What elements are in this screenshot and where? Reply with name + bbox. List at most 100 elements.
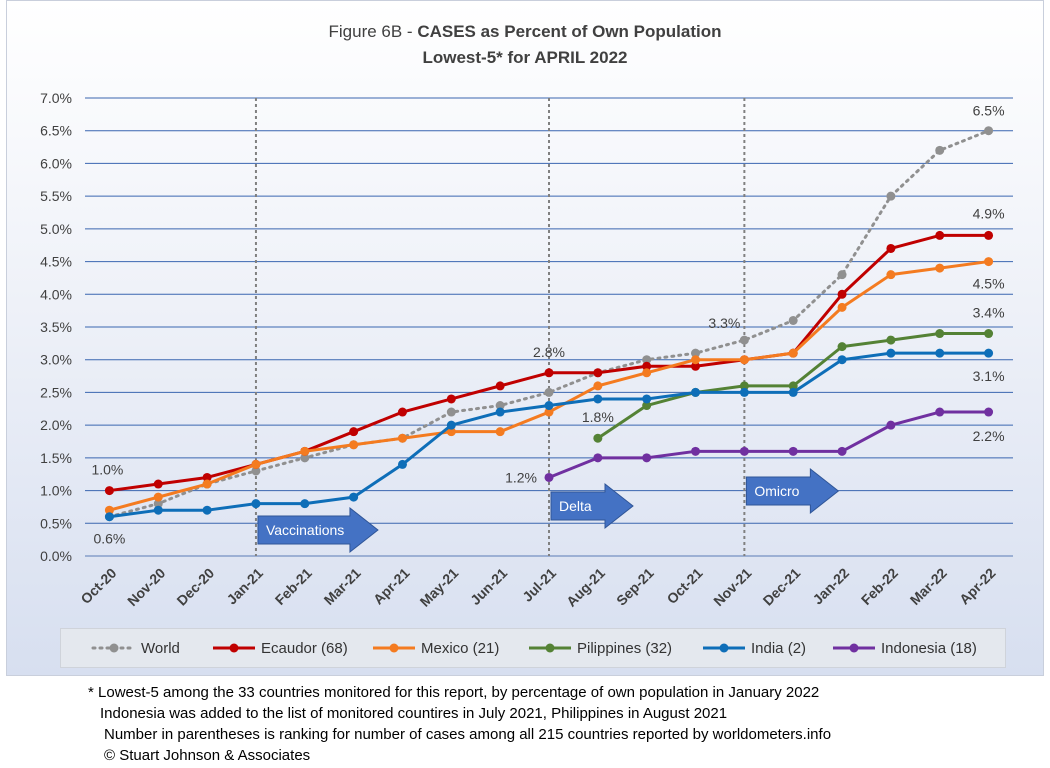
line-chart: 7.0% 6.5% 6.0% 5.5% 5.0% 4.5% 4.0% 3.5% 3.0% 2.5%… bbox=[40, 90, 1013, 610]
footnote-1: * Lowest-5 among the 33 countries monito… bbox=[88, 684, 820, 701]
y-tick-label: 3.0% bbox=[40, 352, 72, 368]
footnote-3: Number in parentheses is ranking for num… bbox=[104, 726, 832, 743]
data-point bbox=[739, 355, 749, 365]
x-tick-label: Apr-21 bbox=[370, 565, 413, 608]
event-arrow-label: Vaccinations bbox=[266, 522, 344, 538]
data-point bbox=[300, 446, 310, 456]
data-label: 2.8% bbox=[533, 344, 565, 360]
legend-swatch bbox=[373, 643, 415, 653]
data-point bbox=[886, 243, 896, 253]
data-point bbox=[446, 420, 456, 430]
data-point bbox=[300, 499, 310, 509]
data-point bbox=[739, 381, 749, 391]
data-point bbox=[446, 427, 456, 437]
data-point bbox=[984, 348, 994, 358]
legend-label: Indonesia (18) bbox=[881, 639, 977, 657]
event-arrow-label: Omicro bbox=[754, 483, 799, 499]
x-tick-label: May-21 bbox=[417, 565, 462, 610]
data-point bbox=[984, 257, 994, 267]
data-point bbox=[593, 368, 603, 378]
data-label: 0.6% bbox=[93, 531, 125, 547]
legend-label: Pilippines (32) bbox=[577, 639, 673, 657]
data-point bbox=[495, 407, 505, 417]
data-point bbox=[642, 453, 652, 463]
y-tick-label: 4.5% bbox=[40, 254, 72, 270]
data-point bbox=[837, 302, 847, 312]
data-point bbox=[837, 342, 847, 352]
data-point bbox=[446, 394, 456, 404]
data-point bbox=[642, 368, 652, 378]
data-point bbox=[495, 401, 505, 411]
x-tick-label: Nov-20 bbox=[124, 565, 168, 609]
data-point bbox=[837, 355, 847, 365]
footnote-2: Indonesia was added to the list of monit… bbox=[100, 705, 728, 722]
y-tick-label: 7.0% bbox=[40, 90, 72, 106]
x-tick-label: Nov-21 bbox=[710, 565, 754, 609]
x-tick-label: Jul-21 bbox=[519, 565, 559, 605]
data-point bbox=[691, 446, 701, 456]
data-point bbox=[153, 479, 163, 489]
data-point bbox=[886, 270, 896, 280]
footnote-4: © Stuart Johnson & Associates bbox=[104, 747, 311, 764]
legend: World Ecaudor (68) Mexico (21) Pilippines (… bbox=[60, 628, 1006, 668]
event-arrow-label: Delta bbox=[559, 498, 592, 514]
data-point bbox=[251, 459, 261, 469]
data-label: 1.2% bbox=[505, 469, 537, 485]
data-point bbox=[642, 355, 652, 365]
x-tick-label: Dec-20 bbox=[173, 565, 217, 609]
data-point bbox=[593, 453, 603, 463]
data-point bbox=[837, 289, 847, 299]
y-tick-label: 5.5% bbox=[40, 188, 72, 204]
data-point bbox=[739, 387, 749, 397]
data-label: 3.1% bbox=[973, 368, 1005, 384]
data-point bbox=[104, 512, 114, 522]
data-point bbox=[642, 361, 652, 371]
y-tick-label: 1.5% bbox=[40, 450, 72, 466]
data-point bbox=[886, 348, 896, 358]
data-point bbox=[642, 401, 652, 411]
x-tick-label: Oct-20 bbox=[77, 565, 119, 607]
data-point bbox=[153, 505, 163, 515]
data-point bbox=[593, 381, 603, 391]
data-point bbox=[935, 348, 945, 358]
legend-swatch bbox=[91, 643, 137, 653]
legend-swatch bbox=[703, 643, 745, 653]
data-point bbox=[788, 315, 798, 325]
legend-item: Indonesia (18) bbox=[831, 629, 977, 667]
legend-label: Mexico (21) bbox=[421, 639, 500, 657]
data-point bbox=[886, 420, 896, 430]
data-point bbox=[593, 433, 603, 443]
data-point bbox=[984, 329, 994, 339]
data-label: 1.0% bbox=[91, 462, 123, 478]
legend-label: India (2) bbox=[751, 639, 807, 657]
data-point bbox=[153, 492, 163, 502]
data-point bbox=[691, 348, 701, 358]
data-point bbox=[300, 453, 310, 463]
data-point bbox=[935, 145, 945, 155]
legend-item: Pilippines (32) bbox=[527, 629, 672, 667]
data-point bbox=[788, 348, 798, 358]
data-point bbox=[984, 407, 994, 417]
x-tick-label: Jan-22 bbox=[809, 565, 852, 608]
data-point bbox=[837, 446, 847, 456]
x-tick-label: Mar-21 bbox=[321, 565, 364, 608]
x-tick-label: Jan-21 bbox=[223, 565, 266, 608]
data-point bbox=[935, 230, 945, 240]
data-point bbox=[202, 505, 212, 515]
data-label: 2.2% bbox=[973, 428, 1005, 444]
legend-item: World bbox=[91, 629, 180, 667]
data-point bbox=[935, 329, 945, 339]
data-point bbox=[544, 368, 554, 378]
data-label: 1.8% bbox=[582, 409, 614, 425]
y-tick-label: 2.0% bbox=[40, 417, 72, 433]
x-tick-label: Feb-21 bbox=[272, 565, 315, 608]
y-tick-label: 6.5% bbox=[40, 123, 72, 139]
data-point bbox=[739, 335, 749, 345]
x-tick-label: Apr-22 bbox=[956, 565, 999, 608]
data-label: 3.3% bbox=[708, 315, 740, 331]
series-line bbox=[548, 410, 989, 479]
data-label: 4.9% bbox=[973, 205, 1005, 221]
data-point bbox=[349, 440, 359, 450]
data-point bbox=[788, 446, 798, 456]
data-point bbox=[495, 427, 505, 437]
